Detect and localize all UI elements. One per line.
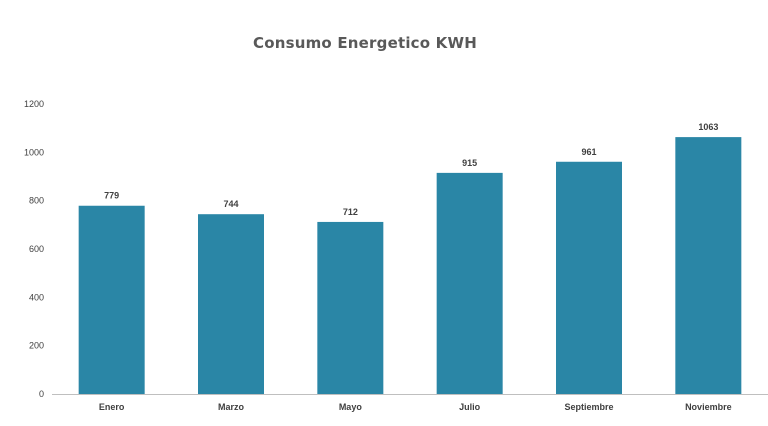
bar-mayo [317,221,384,394]
x-tick-label: Marzo [218,402,245,412]
y-tick-label: 1200 [24,99,44,109]
y-tick-label: 400 [29,292,44,302]
bar-enero [78,205,145,394]
y-axis: 0 200 400 600 800 1000 1200 [24,99,44,399]
x-tick-label: Noviembre [685,402,732,412]
data-label: 712 [343,207,358,217]
bar-marzo [198,214,264,394]
data-label: 961 [581,147,596,157]
bar-series: 779 744 712 915 961 1063 [78,122,742,394]
y-tick-label: 800 [29,196,44,206]
chart-title: Consumo Energetico KWH [252,34,478,52]
x-tick-label: Septiembre [564,402,613,412]
y-tick-label: 600 [29,244,44,254]
y-tick-label: 0 [39,389,44,399]
bar-septiembre [556,161,622,394]
x-tick-label: Mayo [339,402,363,412]
y-tick-label: 1000 [24,147,44,157]
data-label: 744 [223,199,238,209]
y-tick-label: 200 [29,341,44,351]
bar-noviembre [675,137,742,394]
data-label: 1063 [698,122,718,132]
data-label: 915 [462,158,477,168]
x-axis: Enero Marzo Mayo Julio Septiembre Noviembre [52,394,768,412]
data-label: 779 [104,191,119,201]
x-tick-label: Enero [99,402,125,412]
x-tick-label: Julio [459,402,481,412]
bar-julio [436,172,503,394]
